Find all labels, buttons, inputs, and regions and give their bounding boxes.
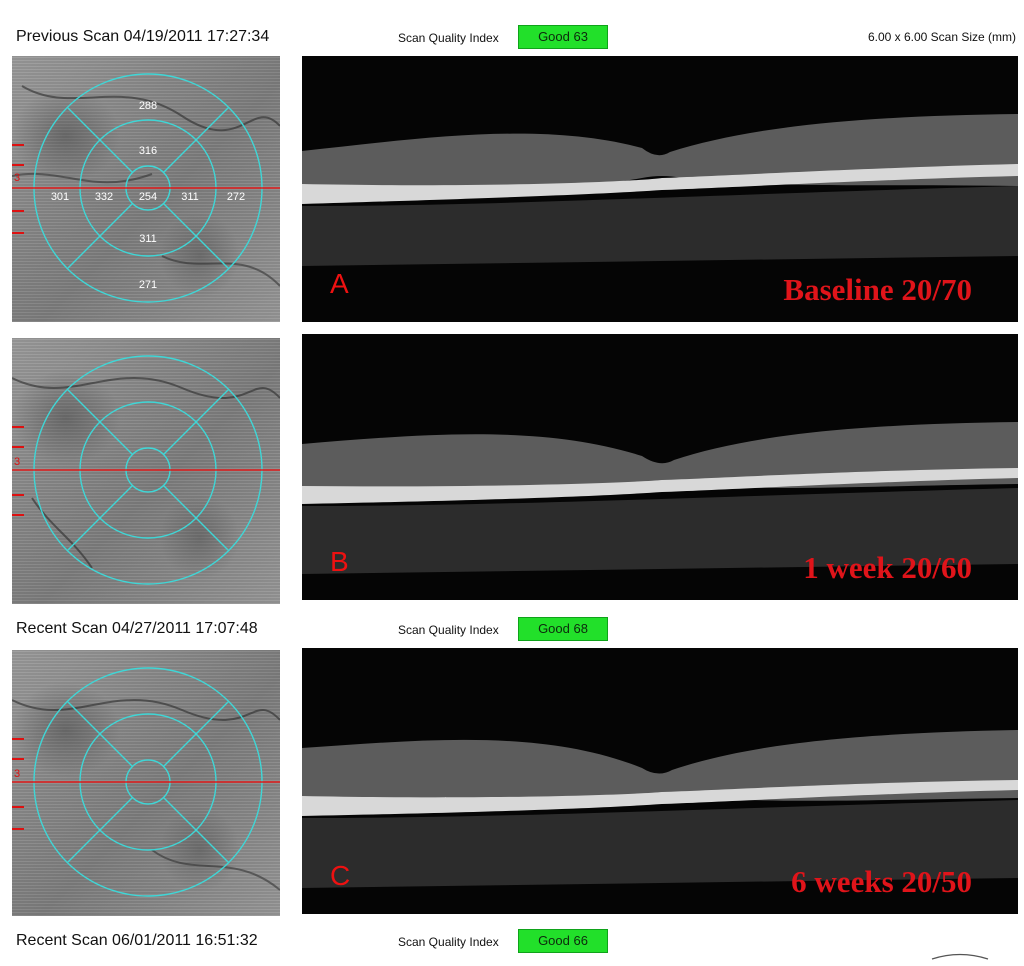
- tick-mark: [12, 426, 24, 428]
- etdrs-center: 254: [139, 191, 157, 203]
- panel-letter-a: A: [330, 268, 349, 299]
- tick-mark: [12, 446, 24, 448]
- scan-line-marker: 3: [14, 768, 21, 780]
- etdrs-grid-a: 288 316 301 332 254 311 272 311 271: [12, 73, 280, 303]
- fundus-image-c: [12, 650, 280, 916]
- curve-mark: [931, 953, 989, 960]
- etdrs-inner-top: 316: [139, 145, 157, 157]
- scan-quality-badge: Good 68: [518, 617, 608, 641]
- tick-mark: [12, 514, 24, 516]
- tick-mark: [12, 144, 24, 146]
- tick-mark: [12, 232, 24, 234]
- scan-quality-badge: Good 66: [518, 929, 608, 953]
- retina-cross-section-b: [302, 422, 1018, 574]
- tick-mark: [12, 806, 24, 808]
- visit-label-a: Baseline 20/70: [783, 272, 972, 307]
- retina-cross-section-a: [302, 114, 1018, 266]
- etdrs-inner-left: 332: [95, 191, 113, 203]
- etdrs-outer-bottom: 271: [139, 279, 157, 291]
- panel-letter-b: B: [330, 546, 349, 577]
- etdrs-outer-top: 288: [139, 100, 157, 112]
- visit-label-c: 6 weeks 20/50: [791, 864, 972, 899]
- scan-quality-badge: Good 63: [518, 25, 608, 49]
- scan-header-recent-1: Recent Scan 04/27/2011 17:07:48 Scan Qua…: [0, 616, 1024, 644]
- tick-mark: [12, 758, 24, 760]
- etdrs-grid-b: [12, 355, 280, 585]
- tick-mark: [12, 164, 24, 166]
- scan-header-previous: Previous Scan 04/19/2011 17:27:34 Scan Q…: [0, 24, 1024, 52]
- scan-line-marker: 3: [14, 172, 21, 184]
- scan-title: Recent Scan 06/01/2011 16:51:32: [16, 932, 258, 949]
- tick-mark: [12, 828, 24, 830]
- scan-title: Recent Scan 04/27/2011 17:07:48: [16, 620, 258, 637]
- scan-title: Previous Scan 04/19/2011 17:27:34: [16, 28, 270, 45]
- scan-line-marker: 3: [14, 456, 21, 468]
- etdrs-grid-c: [12, 667, 280, 897]
- etdrs-outer-right: 272: [227, 191, 245, 203]
- scan-quality-label: Scan Quality Index: [398, 31, 499, 45]
- oct-bscan-b: B 1 week 20/60: [302, 334, 1018, 600]
- fundus-image-b: [12, 338, 280, 604]
- oct-bscan-c: C 6 weeks 20/50: [302, 648, 1018, 914]
- retina-cross-section-c: [302, 730, 1018, 888]
- fundus-image-a: 288 316 301 332 254 311 272 311 271: [12, 56, 280, 322]
- tick-mark: [12, 494, 24, 496]
- tick-mark: [12, 738, 24, 740]
- etdrs-inner-right: 311: [181, 191, 199, 203]
- oct-bscan-a: A Baseline 20/70: [302, 56, 1018, 322]
- scan-header-recent-2: Recent Scan 06/01/2011 16:51:32 Scan Qua…: [0, 928, 1024, 956]
- visit-label-b: 1 week 20/60: [803, 550, 972, 585]
- etdrs-outer-left: 301: [51, 191, 69, 203]
- scan-size-label: 6.00 x 6.00 Scan Size (mm): [867, 30, 1016, 44]
- tick-mark: [12, 210, 24, 212]
- etdrs-inner-bottom: 311: [139, 233, 157, 245]
- panel-letter-c: C: [330, 860, 351, 891]
- scan-quality-label: Scan Quality Index: [398, 623, 499, 637]
- scan-quality-label: Scan Quality Index: [398, 935, 499, 949]
